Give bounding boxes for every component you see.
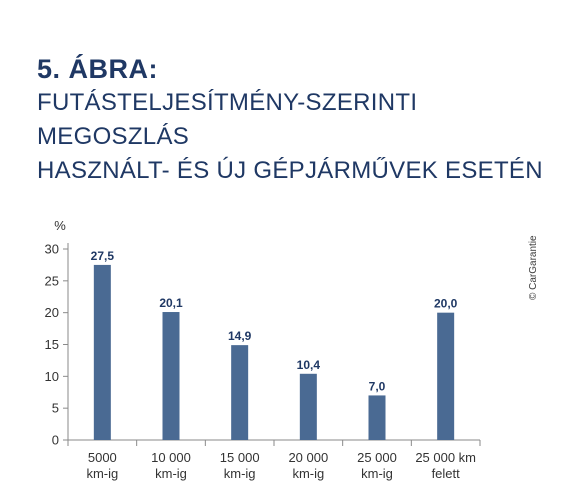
x-tick-label: km-ig (361, 466, 393, 481)
y-tick-label: 10 (45, 369, 59, 384)
x-tick-label: km-ig (292, 466, 324, 481)
bar-value-label: 20,0 (434, 297, 458, 311)
x-tick-label: 15 000 (220, 450, 260, 465)
bar (162, 312, 180, 440)
bar-value-label: 27,5 (91, 249, 115, 263)
copyright-credit: © CarGarantie (528, 235, 539, 300)
x-tick-label: 25 000 km (415, 450, 476, 465)
y-axis-title: % (54, 218, 66, 233)
figure-title-line-2: HASZNÁLT- ÉS ÚJ GÉPJÁRMŰVEK ESETÉN (37, 157, 543, 184)
y-tick-label: 15 (45, 337, 59, 352)
y-tick-label: 0 (52, 433, 59, 448)
figure-title-block: 5. ÁBRA: FUTÁSTELJESÍTMÉNY-SZERINTI MEGO… (37, 52, 572, 188)
bar (93, 264, 111, 440)
y-tick-label: 20 (45, 305, 59, 320)
x-tick-label: km-ig (155, 466, 187, 481)
bar (231, 345, 249, 440)
figure-title-line-1: FUTÁSTELJESÍTMÉNY-SZERINTI MEGOSZLÁS (37, 89, 418, 150)
bar-value-label: 14,9 (228, 329, 252, 343)
x-tick-label: 20 000 (288, 450, 328, 465)
bar-value-label: 20,1 (159, 296, 183, 310)
x-tick-label: felett (432, 466, 461, 481)
bar (368, 395, 386, 440)
x-tick-label: 25 000 (357, 450, 397, 465)
y-tick-label: 30 (45, 242, 59, 257)
x-tick-label: 5000 (88, 450, 117, 465)
bar-value-label: 10,4 (297, 358, 321, 372)
bar (299, 373, 317, 440)
y-tick-label: 5 (52, 401, 59, 416)
x-tick-label: 10 000 (151, 450, 191, 465)
bar-value-label: 7,0 (369, 379, 386, 393)
y-tick-label: 25 (45, 273, 59, 288)
x-tick-label: km-ig (86, 466, 118, 481)
figure-label: 5. ÁBRA: (37, 54, 159, 84)
x-tick-label: km-ig (224, 466, 256, 481)
bar (437, 312, 455, 440)
